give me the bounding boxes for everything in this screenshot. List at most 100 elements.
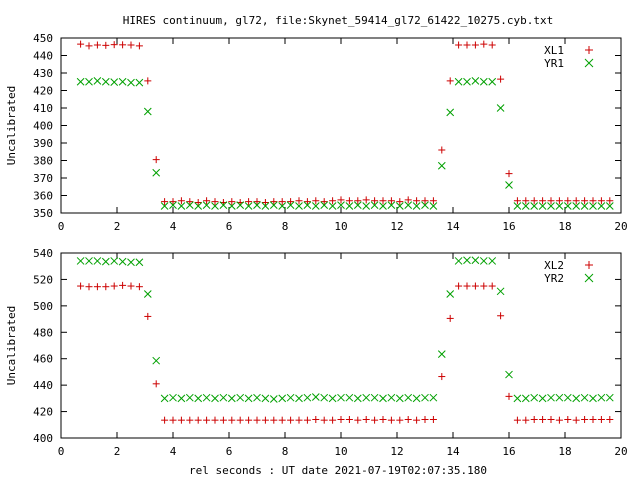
x-tick-label: 8 xyxy=(282,445,289,458)
data-point xyxy=(413,416,421,424)
data-point xyxy=(539,416,547,423)
data-point xyxy=(93,77,102,85)
data-point xyxy=(479,77,488,86)
x-tick-label: 18 xyxy=(558,220,571,233)
data-point xyxy=(564,197,572,205)
data-point xyxy=(295,197,303,205)
data-point xyxy=(328,394,337,403)
data-point xyxy=(446,108,455,117)
data-point xyxy=(606,197,614,205)
legend-marker xyxy=(584,58,594,68)
data-point xyxy=(278,416,286,424)
data-point xyxy=(337,201,345,209)
plot-frame xyxy=(60,37,622,214)
data-point xyxy=(110,41,118,49)
data-point xyxy=(337,196,345,204)
data-point xyxy=(152,156,160,164)
data-point xyxy=(269,201,278,209)
data-point xyxy=(76,257,85,265)
data-point xyxy=(497,75,505,83)
data-point xyxy=(513,197,521,205)
data-point xyxy=(488,282,496,290)
data-point xyxy=(572,197,580,205)
data-point xyxy=(421,201,429,209)
y-axis-label: Uncalibrated xyxy=(5,86,18,165)
data-point xyxy=(261,202,270,210)
data-point xyxy=(303,198,311,206)
data-point xyxy=(253,416,261,424)
data-point xyxy=(118,257,127,266)
data-point xyxy=(370,393,379,402)
data-point xyxy=(471,77,480,85)
data-point xyxy=(303,393,312,402)
data-point xyxy=(589,394,597,403)
data-point xyxy=(362,196,370,204)
data-point xyxy=(278,198,286,206)
data-point xyxy=(169,416,177,424)
y-tick-label: 390 xyxy=(33,137,53,150)
data-point xyxy=(261,416,269,424)
data-point xyxy=(286,393,295,402)
data-point xyxy=(454,257,463,265)
data-point xyxy=(278,202,287,210)
data-point xyxy=(77,282,85,290)
data-point xyxy=(219,393,228,402)
data-point xyxy=(311,202,320,210)
data-point xyxy=(211,198,219,206)
data-point xyxy=(244,202,253,210)
data-point xyxy=(337,393,345,402)
y-tick-label: 500 xyxy=(33,300,53,313)
data-point xyxy=(329,197,337,205)
data-point xyxy=(236,393,245,402)
data-point xyxy=(269,395,278,403)
data-point xyxy=(396,198,404,206)
data-point xyxy=(395,202,404,210)
data-point xyxy=(236,416,244,424)
data-point xyxy=(295,202,303,210)
y-tick-label: 420 xyxy=(33,85,53,98)
data-point xyxy=(329,416,337,424)
data-point xyxy=(177,416,185,424)
data-point xyxy=(320,198,328,206)
x-tick-label: 6 xyxy=(226,220,233,233)
data-point xyxy=(135,258,144,267)
data-point xyxy=(227,202,236,210)
data-point xyxy=(194,202,203,210)
data-point xyxy=(135,283,143,291)
data-point xyxy=(127,41,135,49)
data-point xyxy=(354,416,362,424)
y-tick-label: 400 xyxy=(33,432,53,445)
data-point xyxy=(362,416,370,423)
data-point xyxy=(379,416,387,423)
data-point xyxy=(77,40,85,48)
data-point xyxy=(463,256,471,265)
series-xl1 xyxy=(77,40,614,206)
data-point xyxy=(429,202,438,210)
y-tick-label: 430 xyxy=(33,67,53,80)
data-point xyxy=(463,41,471,49)
x-tick-label: 2 xyxy=(114,220,121,233)
data-point xyxy=(455,282,463,290)
y-tick-label: 400 xyxy=(33,120,53,133)
data-point xyxy=(245,198,253,206)
data-point xyxy=(85,283,93,291)
data-point xyxy=(211,394,219,403)
data-point xyxy=(404,416,412,423)
data-point xyxy=(530,202,539,210)
data-point xyxy=(580,202,589,210)
data-point xyxy=(379,202,387,210)
data-point xyxy=(320,416,328,424)
data-point xyxy=(480,40,488,48)
data-point xyxy=(311,393,320,401)
data-point xyxy=(446,290,455,298)
data-point xyxy=(379,394,387,403)
y-tick-label: 480 xyxy=(33,326,53,339)
data-point xyxy=(580,393,589,402)
chart-panel-1: 350 360 370 380 390 400 410 420 430 440 450 0 2 4 6 8 10… xyxy=(5,32,628,233)
data-point xyxy=(93,283,101,291)
data-point xyxy=(353,394,362,403)
data-point xyxy=(194,199,202,206)
data-point xyxy=(127,282,135,290)
data-point xyxy=(387,416,395,424)
